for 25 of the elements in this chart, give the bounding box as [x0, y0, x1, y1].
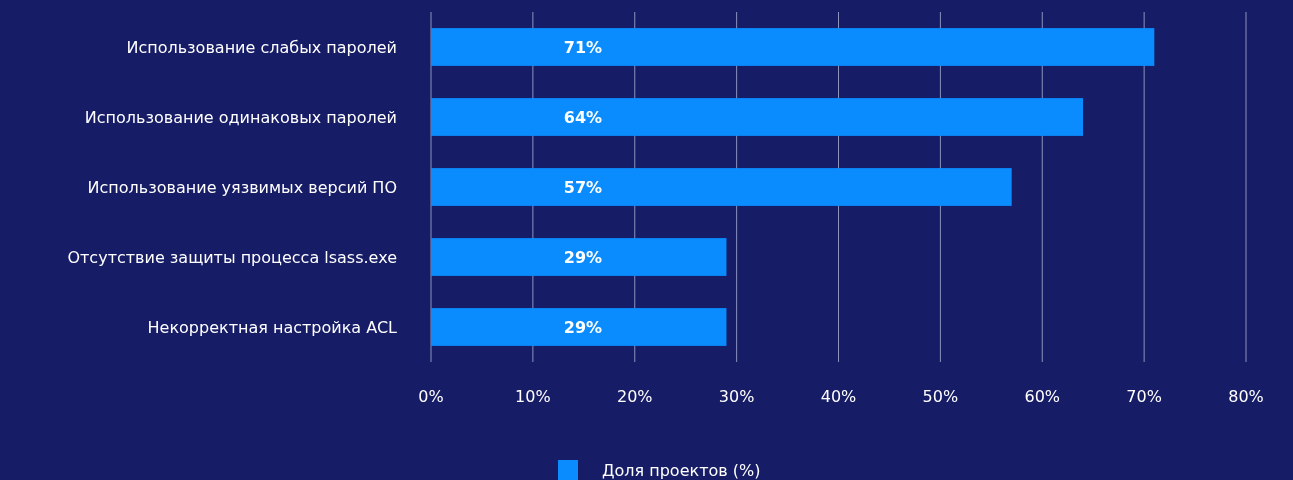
y-tick-label: Использование слабых паролей	[126, 37, 397, 57]
x-tick-label: 70%	[1126, 386, 1162, 406]
text: 29%	[563, 247, 603, 267]
x-tick-label: 0%	[418, 386, 444, 406]
bar	[431, 238, 727, 276]
text: 29%	[563, 317, 603, 337]
y-tick-label: Отсутствие защиты процесса lsass.exe	[67, 247, 397, 267]
bar	[431, 308, 727, 346]
x-tick-label: 30%	[718, 386, 755, 406]
x-tick-label: 80%	[1228, 386, 1264, 406]
x-tick-label: 50%	[922, 386, 959, 406]
x-tick-label: 60%	[1024, 386, 1061, 406]
bar	[431, 28, 1155, 66]
x-tick-label: 20%	[616, 386, 653, 406]
legend-label: Доля проектов (%)	[602, 460, 761, 480]
text: 64%	[563, 107, 603, 127]
y-tick-label: Использование одинаковых паролей	[84, 107, 397, 127]
bar	[431, 98, 1083, 136]
text: 71%	[563, 37, 603, 57]
text: 57%	[563, 177, 603, 197]
bar	[431, 168, 1012, 206]
x-tick-label: 10%	[515, 386, 551, 406]
y-tick-label: Использование уязвимых версий ПО	[87, 177, 397, 197]
y-tick-label: Некорректная настройка ACL	[147, 317, 398, 337]
x-tick-label: 40%	[820, 386, 857, 406]
